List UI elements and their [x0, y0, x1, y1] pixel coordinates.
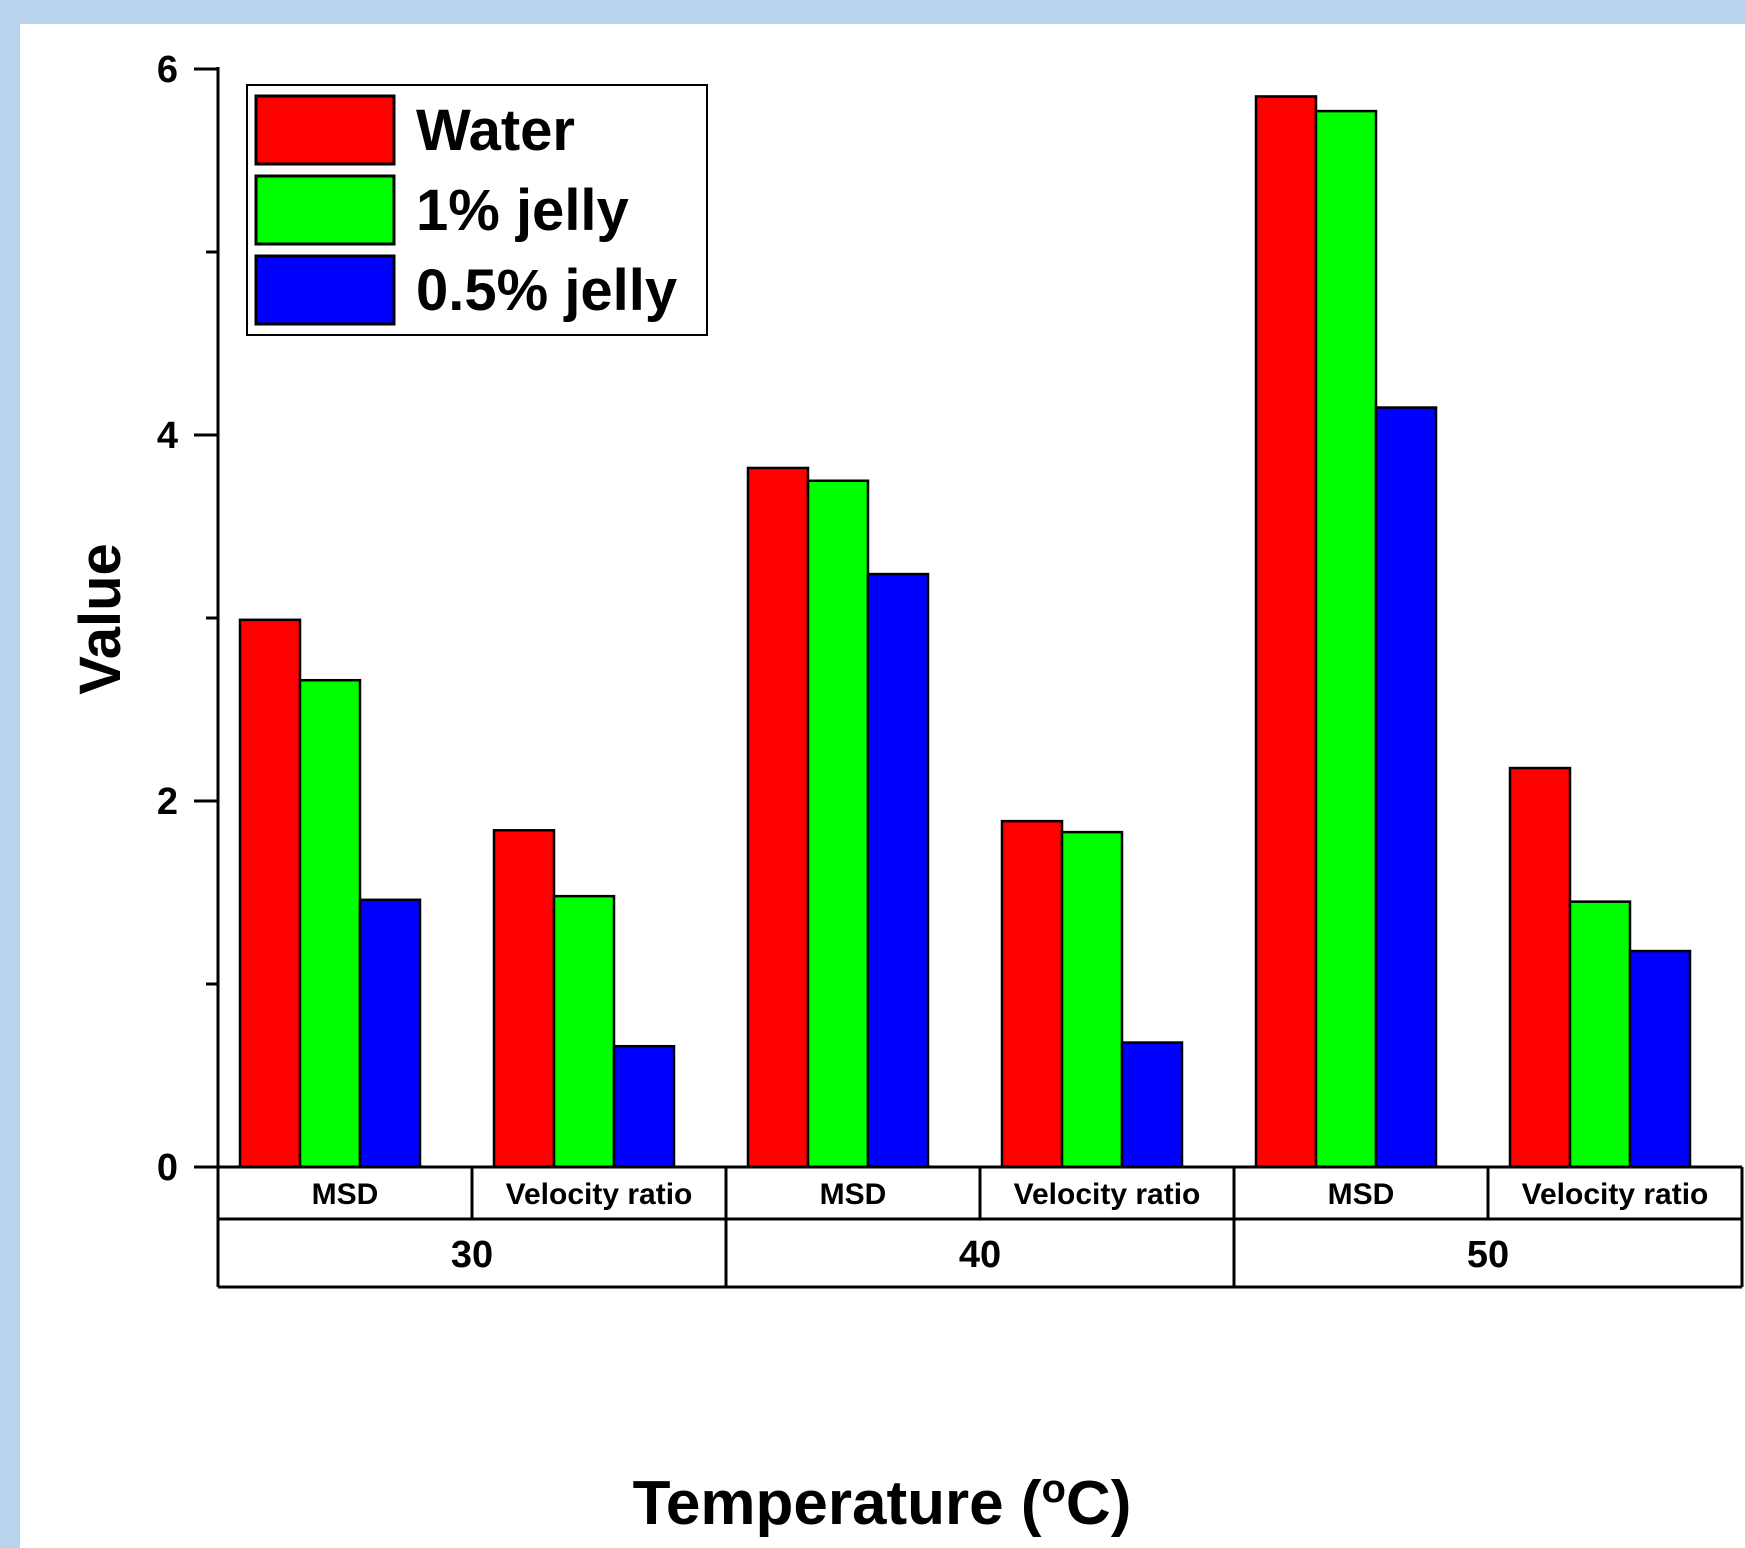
category-table: 30 MSD Velocity ratio 40 MSD Velocity ratio 50… — [216, 1167, 1744, 1289]
bar-1-jelly-4 — [1314, 109, 1378, 1169]
category-label-5: Velocity ratio — [1522, 1178, 1709, 1211]
legend: Water 1% jelly 0.5% jelly — [246, 84, 708, 336]
legend-swatch-2 — [254, 254, 396, 326]
bar-0-5-jelly-4 — [1374, 406, 1438, 1169]
x-axis-title: Temperature (oC) — [633, 1467, 1132, 1538]
bar-water-4 — [1254, 95, 1318, 1169]
legend-swatch-1 — [254, 174, 396, 246]
y-axis-title: Value — [68, 543, 133, 695]
bar-1-jelly-5 — [1568, 900, 1632, 1169]
bar-water-2 — [746, 466, 810, 1169]
bar-1-jelly-1 — [552, 894, 616, 1169]
y-tick-label-4: 4 — [157, 415, 178, 457]
bar-water-1 — [492, 829, 556, 1169]
bar-0-5-jelly-1 — [612, 1044, 676, 1169]
category-label-3: Velocity ratio — [1014, 1178, 1201, 1211]
legend-label-0: Water — [416, 98, 575, 163]
category-label-4: MSD — [1328, 1178, 1395, 1211]
legend-label-1: 1% jelly — [416, 178, 629, 243]
bar-1-jelly-2 — [806, 479, 870, 1169]
bar-0-5-jelly-0 — [358, 898, 422, 1169]
bar-0-5-jelly-2 — [866, 572, 930, 1169]
legend-label-2: 0.5% jelly — [416, 258, 677, 323]
bar-1-jelly-3 — [1060, 830, 1124, 1169]
group-label-50: 50 — [1467, 1234, 1509, 1276]
legend-swatch-0 — [254, 94, 396, 166]
bar-chart: 0 2 4 6 30 MSD Velocity ratio 40 MSD Velocity ra… — [68, 49, 1744, 1538]
axes-layer: 0 2 4 6 — [157, 49, 1742, 1189]
bar-water-3 — [1000, 819, 1064, 1169]
y-tick-label-6: 6 — [157, 49, 178, 91]
bars-layer — [238, 95, 1692, 1169]
y-tick-label-0: 0 — [157, 1147, 178, 1189]
y-tick-label-2: 2 — [157, 781, 178, 823]
category-label-0: MSD — [312, 1178, 379, 1211]
bar-water-5 — [1508, 766, 1572, 1169]
group-label-30: 30 — [451, 1234, 493, 1276]
chart-panel: 0 2 4 6 30 MSD Velocity ratio 40 MSD Velocity ra… — [20, 24, 1745, 1548]
category-label-2: MSD — [820, 1178, 887, 1211]
bar-0-5-jelly-5 — [1628, 949, 1692, 1169]
category-label-1: Velocity ratio — [506, 1178, 693, 1211]
bar-water-0 — [238, 618, 302, 1169]
bar-1-jelly-0 — [298, 678, 362, 1169]
bar-0-5-jelly-3 — [1120, 1041, 1184, 1169]
group-label-40: 40 — [959, 1234, 1001, 1276]
